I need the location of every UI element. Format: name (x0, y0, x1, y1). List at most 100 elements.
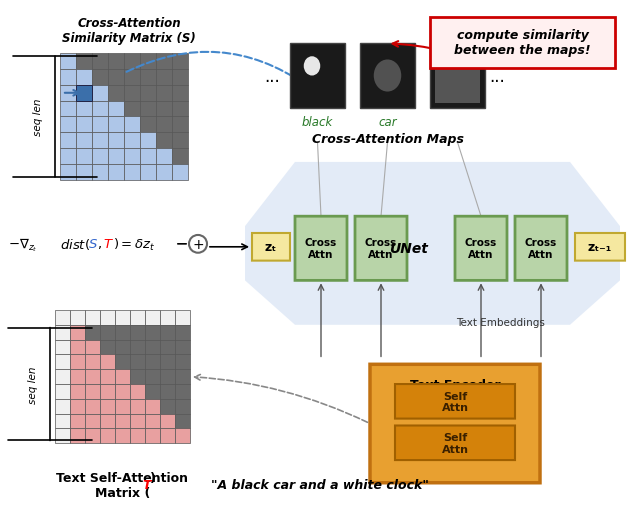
Text: T: T (142, 478, 151, 491)
Bar (145, 384, 160, 399)
Bar (175, 340, 190, 355)
Text: $,$: $,$ (97, 238, 102, 251)
Text: ...: ... (489, 67, 505, 85)
Ellipse shape (374, 61, 401, 92)
Bar (175, 325, 190, 340)
Bar (76, 117, 92, 133)
Bar (92, 165, 108, 180)
Bar (85, 384, 100, 399)
Bar (430, 44, 485, 109)
Text: $dist($: $dist($ (60, 237, 90, 252)
Text: Cross
Attn: Cross Attn (365, 238, 397, 260)
Bar (145, 429, 160, 443)
Bar (92, 70, 108, 86)
Bar (70, 370, 85, 384)
Bar (100, 340, 115, 355)
Bar (70, 429, 85, 443)
Bar (115, 414, 130, 429)
Bar (55, 340, 70, 355)
Bar (172, 165, 188, 180)
Bar (124, 86, 140, 102)
Text: $) = \delta z_t$: $) = \delta z_t$ (113, 236, 156, 252)
Bar (145, 311, 160, 325)
Bar (60, 54, 76, 70)
Bar (156, 165, 172, 180)
Bar (115, 340, 130, 355)
Bar (145, 340, 160, 355)
Bar (76, 149, 92, 165)
Bar (435, 49, 480, 104)
Bar (130, 355, 145, 370)
Bar (140, 117, 156, 133)
Bar (60, 117, 76, 133)
Bar (100, 414, 115, 429)
Bar (156, 133, 172, 149)
Bar (172, 149, 188, 165)
Bar (108, 149, 124, 165)
Bar (156, 54, 172, 70)
Text: Cross
Attn: Cross Attn (465, 238, 497, 260)
Bar (60, 165, 76, 180)
Bar (140, 165, 156, 180)
Bar (70, 399, 85, 414)
Text: Text Self-Attention
Matrix (: Text Self-Attention Matrix ( (56, 471, 189, 499)
Bar (160, 399, 175, 414)
Bar (115, 311, 130, 325)
Bar (76, 165, 92, 180)
Bar (55, 370, 70, 384)
Bar (290, 44, 345, 109)
Bar (124, 149, 140, 165)
Bar (100, 429, 115, 443)
Bar (115, 429, 130, 443)
Text: zₜ₋₁: zₜ₋₁ (588, 241, 612, 254)
Bar (175, 370, 190, 384)
Bar (108, 133, 124, 149)
Bar (130, 370, 145, 384)
FancyBboxPatch shape (455, 217, 507, 281)
Text: ): ) (150, 471, 156, 484)
Bar (140, 133, 156, 149)
FancyBboxPatch shape (395, 384, 515, 419)
Bar (100, 355, 115, 370)
FancyBboxPatch shape (252, 233, 290, 261)
Text: black: black (302, 116, 333, 129)
Bar (360, 44, 415, 109)
Bar (175, 429, 190, 443)
FancyBboxPatch shape (515, 217, 567, 281)
Bar (160, 384, 175, 399)
Text: seq len: seq len (28, 366, 38, 403)
Bar (55, 355, 70, 370)
Bar (76, 86, 92, 102)
Bar (85, 399, 100, 414)
Bar (160, 355, 175, 370)
Bar (156, 70, 172, 86)
Bar (156, 117, 172, 133)
Bar (124, 54, 140, 70)
Bar (108, 165, 124, 180)
Bar (124, 165, 140, 180)
Bar (175, 384, 190, 399)
Text: car: car (378, 116, 397, 129)
Bar (145, 399, 160, 414)
Bar (115, 355, 130, 370)
Bar (172, 117, 188, 133)
Bar (85, 340, 100, 355)
Text: Cross-Attention Maps: Cross-Attention Maps (312, 133, 463, 146)
Bar (175, 355, 190, 370)
Bar (76, 86, 92, 102)
FancyBboxPatch shape (370, 365, 540, 483)
Bar (115, 325, 130, 340)
Bar (115, 384, 130, 399)
Bar (124, 102, 140, 117)
Bar (108, 117, 124, 133)
Bar (108, 54, 124, 70)
Bar (108, 70, 124, 86)
Bar (140, 54, 156, 70)
Bar (175, 399, 190, 414)
Bar (60, 86, 76, 102)
Bar (160, 414, 175, 429)
Bar (160, 370, 175, 384)
Bar (160, 340, 175, 355)
Bar (172, 102, 188, 117)
Bar (130, 399, 145, 414)
